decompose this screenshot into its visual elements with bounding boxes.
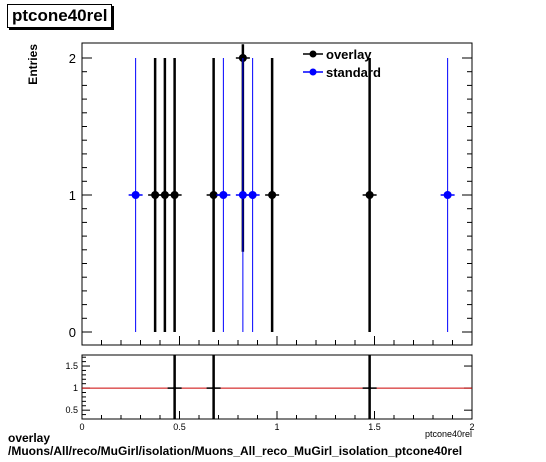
footer: overlay /Muons/All/reco/MuGirl/isolation… [8,432,462,458]
ratio-y-tick-label: 0.5 [65,405,78,415]
x-tick-label: 0 [79,422,84,432]
ratio-y-tick-label: 1.5 [65,361,78,371]
ratio-y-tick-label: 1 [73,383,78,393]
overlay-point [209,191,218,199]
x-tick-label: 1.5 [368,422,381,432]
overlay-point [170,191,179,199]
main-plot-frame [81,42,473,346]
ratio-plot-frame [81,354,473,420]
x-tick-label: 1 [274,422,279,432]
y-axis-label: Entries [26,44,40,85]
x-axis-label: ptcone40rel [425,429,472,439]
x-tick-label: 0.5 [173,422,186,432]
legend: overlay standard [303,47,381,80]
chart-title: ptcone40rel [7,4,113,28]
footer-line-1: overlay [8,431,51,445]
ratio-point [212,386,216,390]
y-tick-label: 2 [69,51,76,66]
legend-standard-label: standard [326,65,381,80]
standard-point [131,191,140,199]
standard-point [248,191,257,199]
ratio-point [173,386,177,390]
overlay-point [268,191,277,199]
x-tick-label: 2 [469,422,474,432]
y-tick-label: 0 [69,325,76,340]
legend-overlay-marker [309,50,317,58]
standard-point [238,191,247,199]
overlay-point [151,191,160,199]
y-tick-label: 1 [69,188,76,203]
ratio-point [368,386,372,390]
standard-point [219,191,228,199]
overlay-point [160,191,169,199]
legend-overlay-label: overlay [326,47,372,62]
legend-standard-marker [309,68,317,76]
overlay-point [365,191,374,199]
footer-line-2: /Muons/All/reco/MuGirl/isolation/Muons_A… [8,444,463,458]
standard-point [443,191,452,199]
